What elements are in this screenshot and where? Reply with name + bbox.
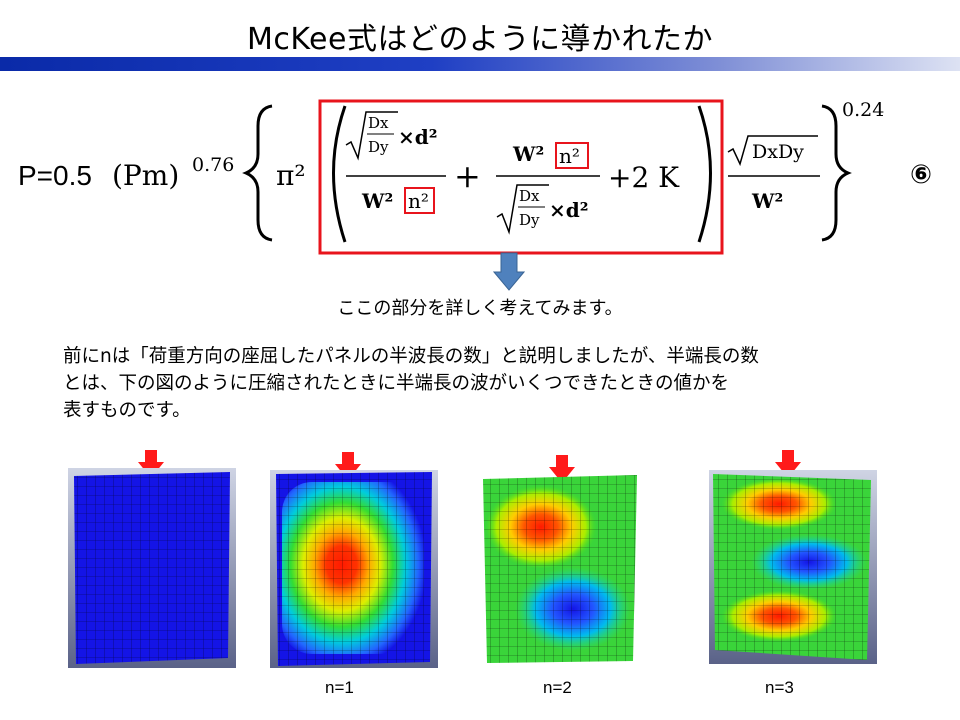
formula-plus: + [454,157,481,195]
frac2-sqrt-num: Dx [519,187,540,205]
load-arrow-icon [335,452,361,480]
frac1-sqrt-sign [345,111,398,161]
title-underline-bar [0,57,960,71]
frac1-den-w2: W² [361,189,393,213]
frac1-times-d2: ×d² [398,125,438,149]
figure-caption-n1: n=1 [325,678,354,697]
n2-highlight-2 [555,142,589,169]
formula-outer-exponent: 0.24 [842,99,884,121]
frac1-sqrt-den: Dy [368,138,389,156]
load-arrow-icon [138,450,164,478]
frac2-num-n2: n² [559,144,580,168]
load-arrow-icon [775,450,801,478]
formula-pm-exponent: 0.76 [192,154,234,176]
buckling-figure-n1 [270,470,438,668]
formula-lhs: P=0.5 [18,160,92,191]
highlight-box [318,99,724,255]
left-brace [242,104,273,242]
frac3-num: DxDy [752,141,804,163]
figure-caption-n2: n=2 [543,678,572,697]
page-title: McKee式はどのように導かれたか [247,22,713,57]
figure-caption-n3: n=3 [765,678,794,697]
right-brace [821,104,852,242]
frac2-num-w2: W² [512,142,544,166]
frac2-sqrt-sign [496,184,549,235]
frac3-sqrt-sign [727,135,818,167]
formula-pm: (Pm) [112,159,179,192]
paragraph-line-1: 前にnは「荷重方向の座屈したパネルの半波長の数」と説明しましたが、半端長の数 [63,346,759,367]
frac3-den: W² [751,189,783,213]
annotation-note: ここの部分を詳しく考えてみます。 [337,298,623,319]
formula-plus-2k: +2 K [608,161,680,194]
down-arrow-icon [493,252,525,291]
load-arrow-icon [549,455,575,483]
buckling-figure-n3 [709,470,877,664]
paragraph-line-2: とは、下の図のように圧縮されたときに半端長の波がいくつできたときの値かを [63,373,730,394]
frac2-sqrt-den: Dy [519,211,540,229]
formula-svg: P=0.5 (Pm) 0.76 π² Dx Dy ×d² W² n² + W² … [18,99,884,255]
frac1-sqrt-num: Dx [368,114,389,132]
explanation-paragraph: 前にnは「荷重方向の座屈したパネルの半波長の数」と説明しましたが、半端長の数 と… [63,343,943,424]
equation-number: ⑥ [910,160,933,190]
buckling-figure-n2 [483,475,637,663]
right-paren [697,105,712,243]
formula-pi-squared: π² [276,159,306,192]
n2-highlight-1 [404,187,435,214]
left-paren [332,105,347,243]
mckee-formula: P=0.5 (Pm) 0.76 π² Dx Dy ×d² W² n² + W² … [0,92,960,262]
buckling-figure-n0 [68,468,236,668]
frac1-den-n2: n² [408,189,429,213]
frac2-times-d2: ×d² [549,198,589,222]
paragraph-line-3: 表すものです。 [63,400,191,421]
